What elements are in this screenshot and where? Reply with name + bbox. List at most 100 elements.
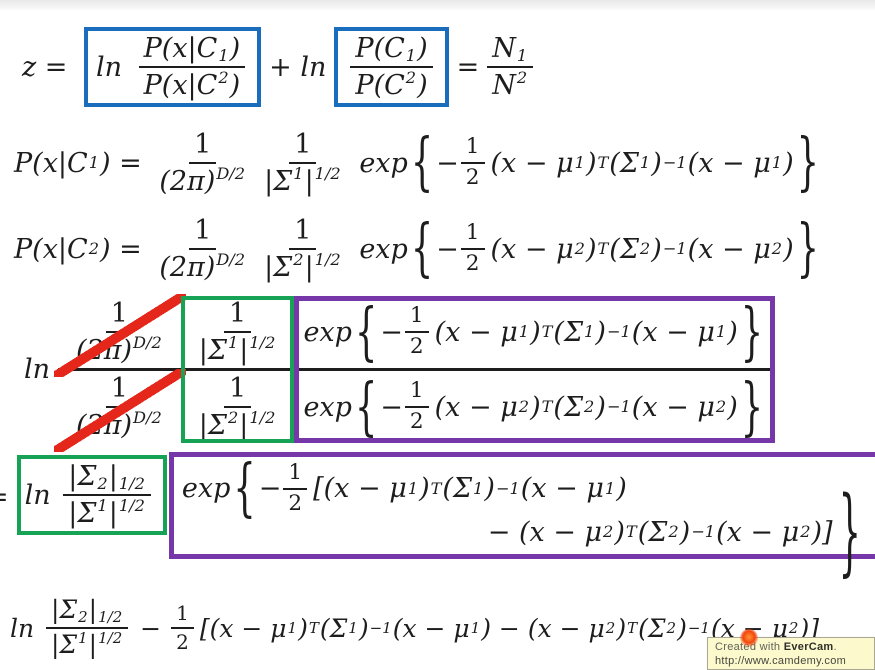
math-number: 1 xyxy=(288,460,303,485)
math-text: ) xyxy=(229,70,241,101)
superscript: 1 xyxy=(715,321,727,341)
math-text: z = xyxy=(22,51,77,83)
math-text: ) xyxy=(595,391,606,423)
superscript: T xyxy=(597,152,609,172)
superscript: T xyxy=(627,618,638,637)
math-text: (Σ xyxy=(553,391,584,423)
superscript: 2 xyxy=(800,522,811,542)
superscript: 2 xyxy=(603,522,614,542)
math-text: ln xyxy=(9,613,42,643)
superscript: 2 xyxy=(518,397,530,417)
brace: } xyxy=(796,212,819,286)
math-text: ln xyxy=(96,51,131,83)
superscript: 1 xyxy=(287,618,298,637)
denominator-exp-cell: exp{−1 2 (x − μ 2) T (Σ 2) −1 (x − μ 2)} xyxy=(294,371,775,443)
superscript: −1 xyxy=(662,238,687,258)
math-number: 1 xyxy=(229,373,247,405)
subscript: 1 xyxy=(516,45,528,65)
superscript: T xyxy=(597,238,609,258)
math-text: |Σ xyxy=(68,461,97,492)
equation-line-4: ln 1 (2π) D/2 1 |Σ 1 | 1/2 exp{−1 2 (x − μ 1) T (Σ 1… xyxy=(24,293,776,453)
purple-highlight-box-2: exp{−1 2 [(x − μ 1) T (Σ 1) −1 (x − μ 1) − (x − μ… xyxy=(168,451,875,580)
math-text: (x − μ xyxy=(434,391,518,423)
superscript: 1/2 xyxy=(118,473,145,493)
math-text: (Σ xyxy=(553,316,584,348)
ln-operator: ln xyxy=(24,354,50,385)
math-text: [(x − μ xyxy=(313,473,407,505)
math-text: ) xyxy=(727,391,738,423)
superscript: −1 xyxy=(691,522,716,542)
math-text: | xyxy=(239,410,249,442)
equation-line-2: P(x|C 1) = 1 (2π) D/2 1 |Σ 1 | 1/2 exp{−1 2 (x − μ… xyxy=(14,120,822,206)
sigma2-fraction: 1 |Σ 2 | 1/2 xyxy=(190,373,286,441)
math-number: 1 xyxy=(409,378,424,404)
superscript: 2 xyxy=(668,522,679,542)
equation-line-6: = ln |Σ2|1/2|Σ1|1/2 − 12[(x − μ1)T(Σ1)−1… xyxy=(0,588,819,668)
big-fraction: 1 (2π) D/2 1 |Σ 1 | 1/2 exp{−1 2 (x − μ 1) T (Σ 1) −1… xyxy=(54,293,776,453)
math-text: (Σ xyxy=(442,473,473,505)
math-text: | xyxy=(304,252,314,283)
math-text: (x − μ xyxy=(687,233,771,265)
superscript: 2 xyxy=(639,238,651,258)
superscript: 1 xyxy=(97,496,108,516)
exp-term-class1: exp{−1 2 (x − μ 1) T (Σ 1) −1 (x − μ 1)} xyxy=(303,300,766,363)
math-text: + ln xyxy=(269,51,327,83)
brace: { xyxy=(354,295,378,369)
math-text: − xyxy=(380,391,403,423)
math-text: (x − μ xyxy=(631,391,715,423)
fraction: 1 (2π) D/2 xyxy=(154,215,251,283)
math-text: exp xyxy=(303,391,352,423)
math-text: ) xyxy=(616,473,627,505)
brace: { xyxy=(233,451,256,526)
superscript: 2 xyxy=(97,473,108,493)
equation-line-1: z = ln P(x|C 1) P(x|C 2) + ln P(C 1) P(C 2) = … xyxy=(20,16,539,118)
numerator-normalizer-cell: 1 (2π) D/2 xyxy=(54,293,187,378)
math-text: | xyxy=(108,461,118,492)
math-number: 1 xyxy=(409,303,424,329)
math-text: (x − μ xyxy=(716,516,800,548)
superscript: 1 xyxy=(227,333,239,353)
math-text: ) xyxy=(616,613,627,643)
math-text: | xyxy=(88,630,98,659)
math-text: − xyxy=(436,147,459,179)
math-text: ) xyxy=(419,473,430,505)
subscript: 2 xyxy=(405,68,417,87)
math-text: ) = xyxy=(100,147,151,179)
math-text: (x − μ xyxy=(490,233,574,265)
exp-combined-part2: − (x − μ 2) T (Σ 2) −1 (x − μ 2)]} xyxy=(488,485,864,580)
superscript: 2 xyxy=(78,608,88,626)
equation-line-3: P(x|C 2) = 1 (2π) D/2 1 |Σ 2 | 1/2 exp{−1 2 (x − μ… xyxy=(14,206,822,292)
math-text: P(x|C xyxy=(14,233,88,265)
math-text: (x − μ xyxy=(490,147,574,179)
subscript: 1 xyxy=(88,152,99,172)
math-text: |Σ xyxy=(51,630,78,659)
brace: { xyxy=(410,126,434,200)
math-text: (2π) xyxy=(76,335,133,367)
math-number: 1 xyxy=(110,298,128,329)
math-number: 1 xyxy=(465,134,480,160)
math-text: P(C xyxy=(355,70,405,101)
math-text: ) xyxy=(614,516,625,548)
subscript: 2 xyxy=(88,238,99,258)
superscript: T xyxy=(541,321,553,341)
math-number: 1 xyxy=(294,128,312,160)
math-text: ) xyxy=(585,147,597,179)
superscript: 1/2 xyxy=(314,164,341,183)
superscript: 1 xyxy=(574,152,585,172)
math-text: (Σ xyxy=(609,233,639,265)
math-text: exp xyxy=(303,316,352,348)
watermark-brand: EverCam xyxy=(783,641,834,653)
superscript: D/2 xyxy=(216,250,246,269)
exp-combined-line2: − (x − μ 2) T (Σ 2) −1 (x − μ 2)]} xyxy=(182,485,868,580)
denominator-determinant-cell: 1 |Σ 2 | 1/2 xyxy=(181,371,295,443)
fraction: P(x|C 1) P(x|C 2) xyxy=(138,33,246,101)
math-text: N xyxy=(492,70,516,101)
math-text: P(x|C xyxy=(143,70,218,101)
math-text: (2π) xyxy=(159,252,216,283)
math-text: ln xyxy=(24,479,60,511)
math-text: exp xyxy=(350,147,408,179)
superscript: 2 xyxy=(574,238,585,258)
superscript: 2 xyxy=(771,238,783,258)
